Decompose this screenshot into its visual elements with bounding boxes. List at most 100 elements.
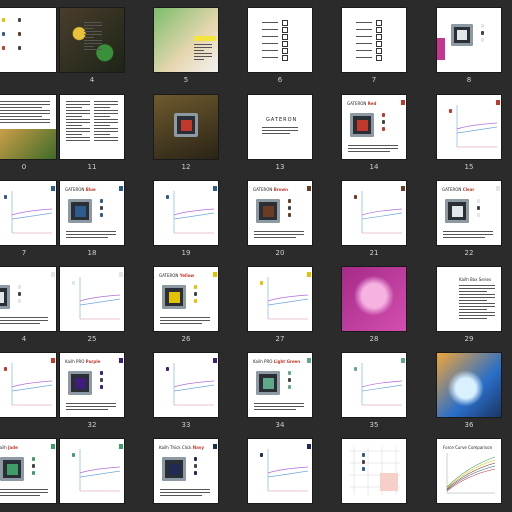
page-thumbnail[interactable] [0,95,56,159]
force-graph [79,449,121,492]
page-thumbnail[interactable] [248,267,312,331]
page-thumbnail[interactable]: GATERON Red [342,95,406,159]
text-line [66,231,116,232]
page-thumbnail[interactable]: Kailh PRO Purple [60,353,124,417]
page-number: 6 [277,76,283,84]
page-thumbnail[interactable]: GATERON Clear [437,181,501,245]
switch-brand: GATERON [65,187,85,192]
page-number: 20 [275,249,285,257]
text-line [459,285,495,286]
switch-title: Kailh Thick Click Navy [159,445,204,450]
page-thumbnail[interactable] [154,8,218,72]
text-line [66,101,90,102]
text-line [459,300,487,301]
page-thumbnail[interactable] [60,8,124,72]
force-graph [456,105,498,148]
page-thumbnail[interactable]: Kailh Box Series [437,267,501,331]
text-line [194,47,212,48]
switch-stem [356,119,368,131]
text-line [459,312,495,313]
page-thumbnail[interactable]: GATERON Yellow [154,267,218,331]
small-switch-icon [194,285,197,289]
graph-line [79,470,121,478]
page-thumbnail[interactable]: GATERON [248,95,312,159]
page-thumbnail[interactable] [0,267,56,331]
page-thumbnail[interactable] [0,353,56,417]
text-line [0,101,50,102]
page-thumbnail[interactable] [248,8,312,72]
small-switch-icon [194,464,197,468]
small-switch-icon [288,199,291,203]
page-thumbnail[interactable] [0,8,56,72]
small-switch-icon [18,299,21,303]
page-thumbnail[interactable] [342,439,406,503]
page-thumbnail[interactable] [437,8,501,72]
page-number: 13 [275,163,285,171]
switch-stem [451,205,463,217]
text-line [84,43,102,44]
text-line [160,320,210,321]
page-thumbnail[interactable] [154,95,218,159]
page-number: 4 [21,335,27,343]
page-photo [0,129,56,159]
page-thumbnail[interactable]: Force Curve Comparison [437,439,501,503]
page-number: 7 [371,76,377,84]
text-line [94,128,118,129]
page-thumbnail[interactable] [248,439,312,503]
force-graph [79,277,121,320]
page-thumbnail[interactable] [0,181,56,245]
text-line [254,403,304,404]
text-line [262,50,278,51]
text-line [66,104,90,105]
text-line [94,119,118,120]
switch-title: GATERON Clear [442,187,474,192]
page-thumbnail[interactable] [154,181,218,245]
switch-stem [6,463,18,475]
page-thumbnail[interactable] [342,181,406,245]
text-line [356,29,372,30]
small-switch-icon [362,467,365,471]
graph-line [173,384,215,392]
page-thumbnail[interactable] [342,8,406,72]
page-number: 14 [369,163,379,171]
text-line [0,113,50,114]
switch-stem [457,30,467,40]
page-thumbnail[interactable]: GATERON Blue [60,181,124,245]
text-line [262,133,290,134]
switch-brand: GATERON [442,187,462,192]
text-line [66,134,82,135]
small-switch-icon [288,378,291,382]
switch-title: GATERON Blue [65,187,96,192]
switch-name: Light Green [273,359,301,364]
small-switch-icon [18,46,21,50]
page-thumbnail[interactable] [154,353,218,417]
page-thumbnail[interactable]: Kailh PRO Light Green [248,353,312,417]
switch-stem [262,205,274,217]
page-thumbnail[interactable]: Kailh Jade [0,439,56,503]
small-switch-icon [354,195,357,199]
switch-title: GATERON Red [347,101,376,106]
page-thumbnail[interactable]: GATERON Brown [248,181,312,245]
text-line [84,25,102,26]
page-thumbnail[interactable] [342,353,406,417]
text-line [94,107,110,108]
list-box [376,20,382,26]
text-line [160,492,210,493]
page-thumbnail[interactable] [342,267,406,331]
page-number: 4 [89,76,95,84]
graph-line [446,465,496,491]
page-thumbnail[interactable] [437,95,501,159]
small-switch-icon [477,213,480,217]
small-switch-icon [100,385,103,389]
small-switch-icon [194,292,197,296]
page-thumbnail[interactable] [60,95,124,159]
page-thumbnail[interactable] [60,439,124,503]
page-thumbnail[interactable] [60,267,124,331]
page-thumbnail[interactable] [437,353,501,417]
text-line [0,489,48,490]
accent-block [437,38,445,60]
comparison-graph [446,453,496,494]
page-thumbnail[interactable]: Kailh Thick Click Navy [154,439,218,503]
small-switch-icon [18,18,21,22]
text-line [160,317,210,318]
